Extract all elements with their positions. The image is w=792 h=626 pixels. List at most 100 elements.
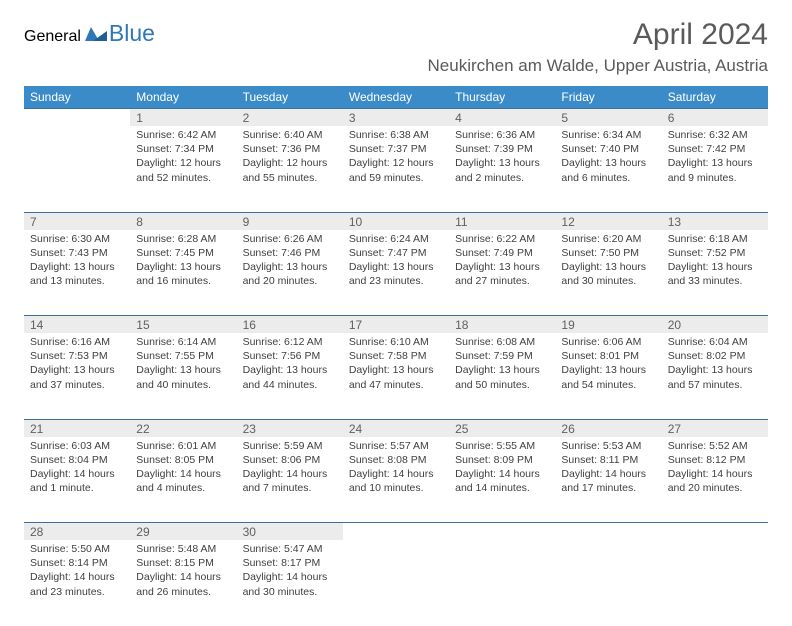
day-number-cell: 8	[130, 212, 236, 230]
weekday-header: Friday	[555, 86, 661, 109]
day-info-line: Sunset: 8:14 PM	[30, 556, 124, 570]
day-number-cell: 7	[24, 212, 130, 230]
day-info-line: Sunrise: 6:10 AM	[349, 335, 443, 349]
day-content-cell: Sunrise: 6:16 AMSunset: 7:53 PMDaylight:…	[24, 333, 130, 419]
day-content-cell: Sunrise: 6:03 AMSunset: 8:04 PMDaylight:…	[24, 437, 130, 523]
day-info-line: Sunrise: 5:55 AM	[455, 439, 549, 453]
day-number-cell: 3	[343, 109, 449, 127]
day-content-cell: Sunrise: 6:04 AMSunset: 8:02 PMDaylight:…	[662, 333, 768, 419]
day-info-line: Sunset: 8:17 PM	[243, 556, 337, 570]
day-content-cell: Sunrise: 6:36 AMSunset: 7:39 PMDaylight:…	[449, 126, 555, 212]
day-info-line: Sunset: 7:36 PM	[243, 142, 337, 156]
day-info-line: Daylight: 14 hours	[30, 467, 124, 481]
day-number-cell: 28	[24, 523, 130, 541]
day-number-cell: 27	[662, 419, 768, 437]
day-info-line: Daylight: 14 hours	[30, 570, 124, 584]
day-info-line: Sunset: 7:59 PM	[455, 349, 549, 363]
day-content-cell: Sunrise: 6:14 AMSunset: 7:55 PMDaylight:…	[130, 333, 236, 419]
logo-text-general: General	[24, 28, 81, 46]
day-info-line: Daylight: 13 hours	[136, 363, 230, 377]
day-content-cell	[662, 540, 768, 626]
day-info-line: Sunrise: 6:06 AM	[561, 335, 655, 349]
day-content-cell: Sunrise: 6:26 AMSunset: 7:46 PMDaylight:…	[237, 230, 343, 316]
day-content-row: Sunrise: 6:30 AMSunset: 7:43 PM Daylight:…	[24, 230, 768, 316]
day-number-cell: 1	[130, 109, 236, 127]
day-info-line: Sunrise: 6:16 AM	[30, 335, 124, 349]
weekday-header: Thursday	[449, 86, 555, 109]
day-number-cell	[662, 523, 768, 541]
day-info-line: Daylight: 13 hours	[30, 363, 124, 377]
day-info-line: Sunset: 7:56 PM	[243, 349, 337, 363]
day-info-line: Sunset: 7:43 PM	[30, 246, 124, 260]
day-content-cell: Sunrise: 6:24 AMSunset: 7:47 PMDaylight:…	[343, 230, 449, 316]
day-number-row: 123456	[24, 109, 768, 127]
calendar-table: SundayMondayTuesdayWednesdayThursdayFrid…	[24, 86, 768, 626]
day-content-cell: Sunrise: 5:47 AMSunset: 8:17 PMDaylight:…	[237, 540, 343, 626]
day-number-cell: 29	[130, 523, 236, 541]
day-info-line: Daylight: 14 hours	[455, 467, 549, 481]
weekday-header: Sunday	[24, 86, 130, 109]
day-content-cell: Sunrise: 5:50 AMSunset: 8:14 PMDaylight:…	[24, 540, 130, 626]
day-number-cell: 23	[237, 419, 343, 437]
day-info-line: and 30 minutes.	[243, 585, 337, 599]
day-info-line: Sunset: 7:49 PM	[455, 246, 549, 260]
day-info-line: Daylight: 13 hours	[349, 260, 443, 274]
day-content-row: Sunrise: 6:42 AMSunset: 7:34 PMDaylight:…	[24, 126, 768, 212]
day-info-line: Daylight: 13 hours	[136, 260, 230, 274]
day-info-line: Sunrise: 6:30 AM	[30, 232, 124, 246]
day-info-line: and 27 minutes.	[455, 274, 549, 288]
day-content-cell: Sunrise: 6:40 AMSunset: 7:36 PMDaylight:…	[237, 126, 343, 212]
day-info-line: Sunrise: 6:22 AM	[455, 232, 549, 246]
day-info-line: Sunset: 8:01 PM	[561, 349, 655, 363]
day-info-line: and 6 minutes.	[561, 171, 655, 185]
day-info-line: Daylight: 14 hours	[243, 467, 337, 481]
day-info-line: Daylight: 14 hours	[136, 570, 230, 584]
day-number-cell: 9	[237, 212, 343, 230]
day-content-cell: Sunrise: 6:22 AMSunset: 7:49 PMDaylight:…	[449, 230, 555, 316]
day-content-cell: Sunrise: 5:48 AMSunset: 8:15 PMDaylight:…	[130, 540, 236, 626]
day-info-line: Daylight: 13 hours	[561, 260, 655, 274]
day-info-line: Sunset: 8:15 PM	[136, 556, 230, 570]
day-info-line: Sunrise: 5:59 AM	[243, 439, 337, 453]
day-number-cell: 15	[130, 316, 236, 334]
day-content-cell: Sunrise: 6:10 AMSunset: 7:58 PMDaylight:…	[343, 333, 449, 419]
day-info-line: Sunset: 7:42 PM	[668, 142, 762, 156]
day-number-cell	[343, 523, 449, 541]
day-info-line: Daylight: 13 hours	[455, 260, 549, 274]
day-content-cell: Sunrise: 6:42 AMSunset: 7:34 PMDaylight:…	[130, 126, 236, 212]
day-info-line: Daylight: 13 hours	[349, 363, 443, 377]
day-number-cell: 22	[130, 419, 236, 437]
day-content-cell: Sunrise: 6:28 AMSunset: 7:45 PMDaylight:…	[130, 230, 236, 316]
day-info-line: Sunrise: 6:08 AM	[455, 335, 549, 349]
day-content-cell: Sunrise: 6:18 AMSunset: 7:52 PMDaylight:…	[662, 230, 768, 316]
day-number-cell: 21	[24, 419, 130, 437]
day-number-cell: 2	[237, 109, 343, 127]
day-info-line: and 20 minutes.	[668, 481, 762, 495]
day-number-cell: 24	[343, 419, 449, 437]
day-info-line: Sunset: 7:53 PM	[30, 349, 124, 363]
title-block: April 2024 Neukirchen am Walde, Upper Au…	[428, 18, 768, 76]
logo-triangle-icon	[85, 25, 107, 46]
logo: General Blue	[24, 20, 155, 47]
day-content-cell: Sunrise: 6:01 AMSunset: 8:05 PMDaylight:…	[130, 437, 236, 523]
day-content-cell: Sunrise: 5:53 AMSunset: 8:11 PMDaylight:…	[555, 437, 661, 523]
day-info-line: Daylight: 13 hours	[561, 363, 655, 377]
day-info-line: Sunrise: 5:53 AM	[561, 439, 655, 453]
day-number-cell: 6	[662, 109, 768, 127]
day-info-line: and 10 minutes.	[349, 481, 443, 495]
day-info-line: Sunset: 7:46 PM	[243, 246, 337, 260]
day-info-line: Sunrise: 6:26 AM	[243, 232, 337, 246]
day-number-row: 282930	[24, 523, 768, 541]
day-info-line: and 33 minutes.	[668, 274, 762, 288]
day-info-line: Sunset: 8:09 PM	[455, 453, 549, 467]
day-info-line: and 23 minutes.	[349, 274, 443, 288]
day-info-line: Sunrise: 6:12 AM	[243, 335, 337, 349]
weekday-header: Wednesday	[343, 86, 449, 109]
weekday-header-row: SundayMondayTuesdayWednesdayThursdayFrid…	[24, 86, 768, 109]
day-info-line: and 55 minutes.	[243, 171, 337, 185]
day-info-line: Sunset: 7:50 PM	[561, 246, 655, 260]
day-info-line: and 23 minutes.	[30, 585, 124, 599]
day-number-cell: 12	[555, 212, 661, 230]
day-number-cell: 30	[237, 523, 343, 541]
day-info-line: Sunrise: 6:36 AM	[455, 128, 549, 142]
